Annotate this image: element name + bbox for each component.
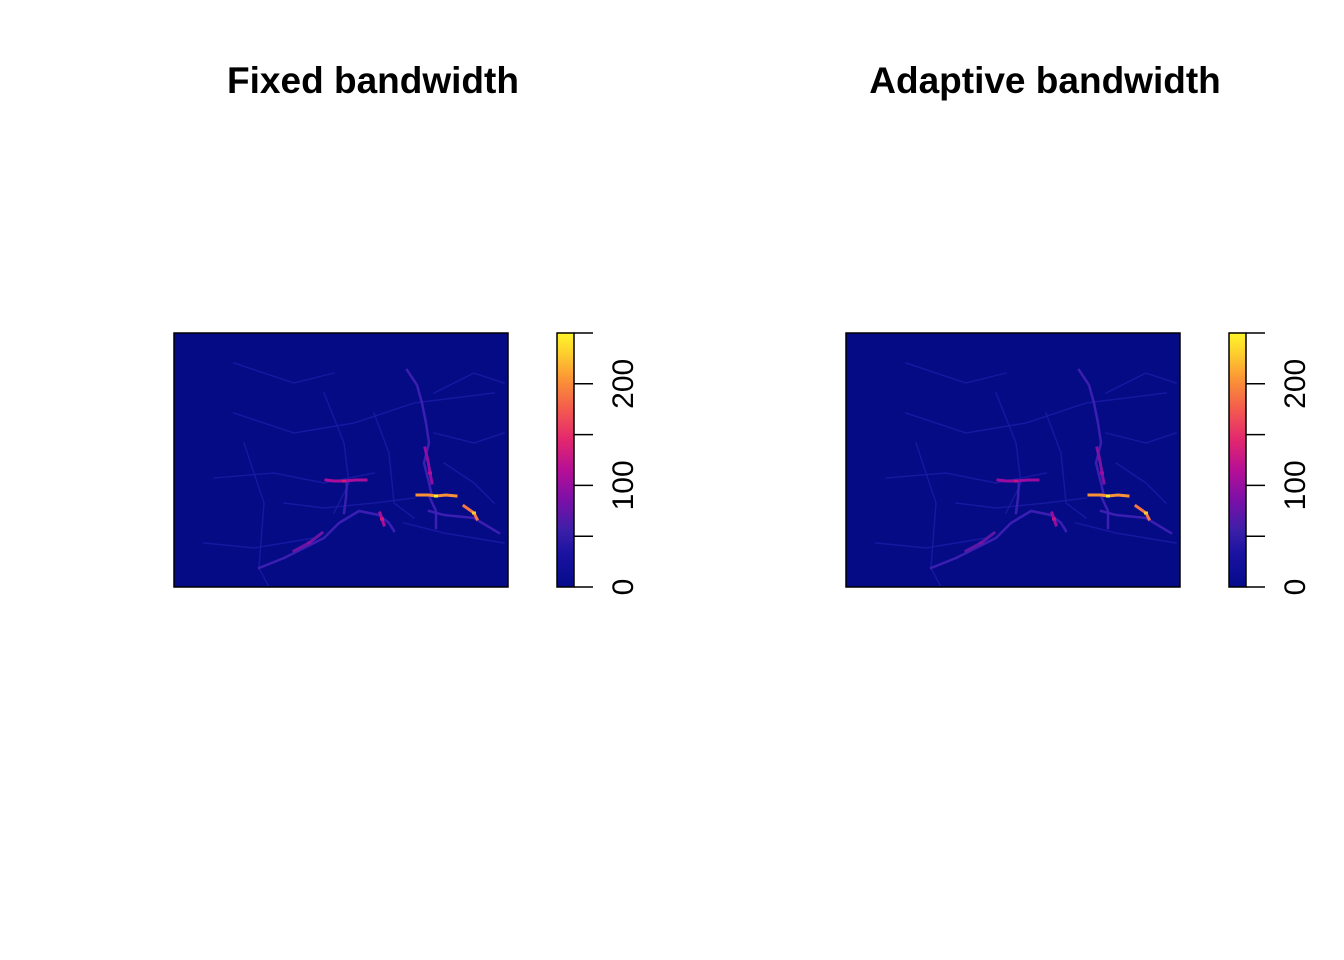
colorbar-gradient [556,332,575,588]
road-trace [403,522,505,544]
road-trace [427,509,501,535]
road-trace [233,362,335,384]
road-trace [1099,509,1173,535]
road-trace [995,392,1022,515]
road-trace [929,509,1053,570]
road-trace [427,494,438,530]
colorbar-tick-label: 100 [1279,460,1312,510]
colorbar-tick-label: 100 [607,460,640,510]
hotspot-peak [1014,479,1018,483]
colorbar-gradient [1228,332,1247,588]
road-trace [1077,368,1106,498]
road-trace [257,509,381,570]
hotspot-peak [1100,471,1104,475]
hotspot-trace [423,446,434,485]
hotspot-peak [1144,511,1148,515]
hotspot-peak [434,494,438,498]
heatmap-background [846,333,1180,587]
colorbar-tick-label: 200 [1279,359,1312,409]
road-trace [1014,479,1021,515]
colorbar-tick-label: 0 [1279,579,1312,596]
colorbar-tick-label: 200 [607,359,640,409]
road-trace [915,442,943,589]
heatmap [173,332,509,589]
road-trace [1105,432,1177,444]
road-trace [432,372,505,395]
road-trace [405,368,434,498]
road-trace [323,392,350,515]
heatmap-frame [173,332,509,588]
hotspot-peak [342,479,346,483]
heatmap [845,332,1181,589]
road-trace [373,412,416,520]
road-trace [905,392,1167,434]
panel-adaptive: Adaptive bandwidth 0 100 200 [845,60,1312,596]
road-trace [875,537,987,549]
colorbar: 0 100 200 [556,332,640,596]
road-trace [233,392,495,434]
road-trace [442,461,496,505]
hotspot-peak [307,541,311,545]
road-trace [203,537,315,549]
panel-fixed: Fixed bandwidth 0 100 200 [173,60,640,596]
hotspot-peak [380,517,384,521]
road-trace [1075,522,1177,544]
heatmap-frame [845,332,1181,588]
colorbar: 0 100 200 [1228,332,1312,596]
panel-title: Adaptive bandwidth [869,60,1221,101]
road-trace [243,442,271,589]
heatmap-roads [203,362,505,589]
hotspot-peak [472,511,476,515]
road-trace [1114,461,1168,505]
heatmap-roads [875,362,1177,589]
road-trace [1104,372,1177,395]
road-trace [955,497,1087,509]
hotspot-peak [428,471,432,475]
hotspot-trace [1095,446,1106,485]
road-trace [342,479,349,515]
heatmap-background [174,333,508,587]
road-trace [283,497,415,509]
hotspot-peak [1052,517,1056,521]
road-trace [1045,412,1088,520]
panel-title: Fixed bandwidth [227,60,519,101]
road-trace [433,432,505,444]
road-trace [905,362,1007,384]
hotspot-peak [979,541,983,545]
colorbar-tick-label: 0 [607,579,640,596]
road-trace [1099,494,1110,530]
hotspot-peak [1106,494,1110,498]
